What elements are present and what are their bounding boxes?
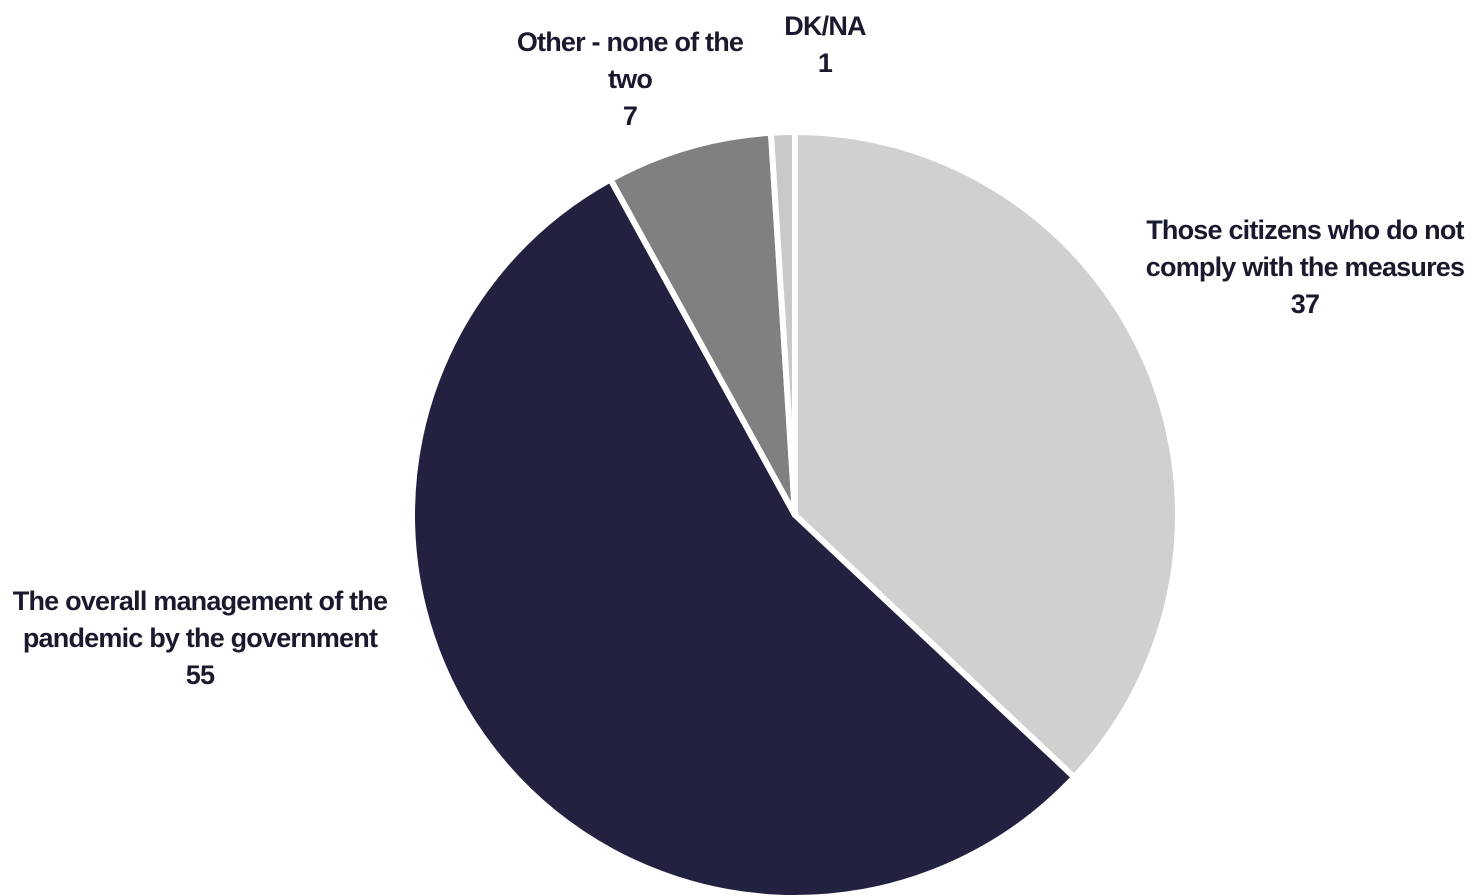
pie-slice xyxy=(767,129,798,518)
slice-category: Other - none of the two xyxy=(516,27,744,94)
pie-slice xyxy=(792,129,1181,781)
slice-category: DK/NA xyxy=(784,11,866,41)
slice-value: 1 xyxy=(817,48,833,78)
pie-slice xyxy=(409,176,1078,896)
slice-category: Those citizens who do not comply with th… xyxy=(1145,215,1465,282)
slice-label: Other - none of the two 7 xyxy=(505,24,755,135)
slice-label: DK/NA 1 xyxy=(770,8,880,82)
pie-slice xyxy=(607,129,798,518)
slice-category: The overall management of the pandemic b… xyxy=(12,586,388,653)
slice-value: 7 xyxy=(622,101,638,131)
slice-value: 55 xyxy=(185,660,215,690)
slice-value: 37 xyxy=(1290,289,1320,319)
slice-label: The overall management of the pandemic b… xyxy=(10,583,390,694)
slice-label: Those citizens who do not comply with th… xyxy=(1135,212,1475,323)
